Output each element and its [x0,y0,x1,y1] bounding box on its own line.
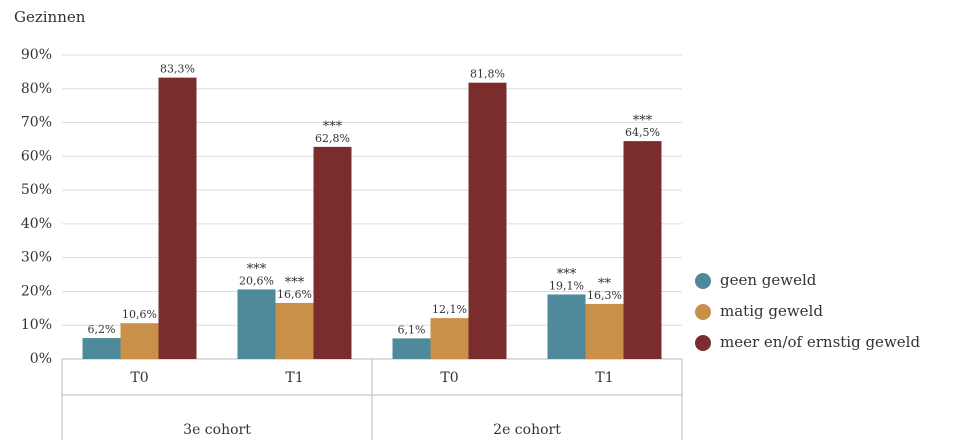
legend-marker [695,304,711,320]
bar [392,338,431,359]
significance: *** [285,275,305,290]
data-label: 16,6% [277,288,312,301]
group-label: 3e cohort [183,422,251,438]
data-label: 16,3% [587,289,622,302]
group-label: 2e cohort [493,422,561,438]
data-label: 12,1% [432,303,467,316]
bar [547,294,586,359]
data-label: 6,2% [88,323,116,336]
legend-label: matig geweld [720,302,823,320]
y-tick-label: 10% [21,317,52,333]
x-tick-label: T1 [285,370,303,386]
significance: ** [598,276,612,291]
data-label: 10,6% [122,308,157,321]
y-tick-label: 30% [21,250,52,266]
y-tick-label: 60% [21,148,52,164]
y-tick-label: 90% [21,47,52,63]
legend-marker [695,335,711,351]
data-label: 81,8% [470,68,505,81]
legend-marker [695,273,711,289]
bar [237,289,276,359]
bar [158,77,197,360]
y-tick-label: 20% [21,283,52,299]
y-tick-label: 70% [21,115,52,131]
x-tick-label: T0 [440,370,458,386]
chart-title: Gezinnen [14,8,86,26]
significance: *** [323,119,343,134]
x-tick-label: T0 [130,370,148,386]
data-label: 20,6% [239,274,274,287]
bar [623,141,662,359]
bar [468,82,507,359]
significance: *** [633,114,653,129]
data-label: 83,3% [160,63,195,76]
y-tick-label: 80% [21,81,52,97]
legend-label: geen geweld [720,271,817,289]
significance: *** [557,267,577,282]
data-label: 6,1% [398,323,426,336]
legend-label: meer en/of ernstig geweld [720,333,920,351]
bar [313,146,352,359]
bar [430,318,469,359]
x-tick-label: T1 [595,370,613,386]
bar [120,323,159,359]
y-tick-label: 50% [21,182,52,198]
bar [275,302,314,359]
bar [585,303,624,359]
data-label: 19,1% [549,279,584,292]
bar [82,338,121,359]
significance: *** [247,262,267,277]
y-tick-label: 0% [30,351,52,367]
y-tick-label: 40% [21,216,52,232]
data-label: 62,8% [315,132,350,145]
data-label: 64,5% [625,126,660,139]
